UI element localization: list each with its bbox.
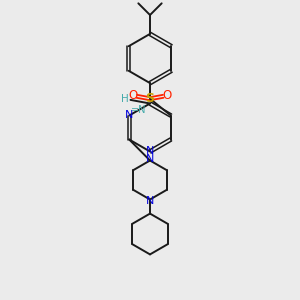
Text: N: N — [146, 154, 154, 164]
Text: N: N — [146, 146, 154, 157]
Text: O: O — [163, 89, 172, 102]
Text: H: H — [121, 94, 129, 104]
Text: =N: =N — [131, 105, 146, 115]
Text: N: N — [146, 196, 154, 206]
Text: N: N — [125, 110, 134, 121]
Text: O: O — [128, 89, 137, 102]
Text: S: S — [146, 92, 154, 105]
